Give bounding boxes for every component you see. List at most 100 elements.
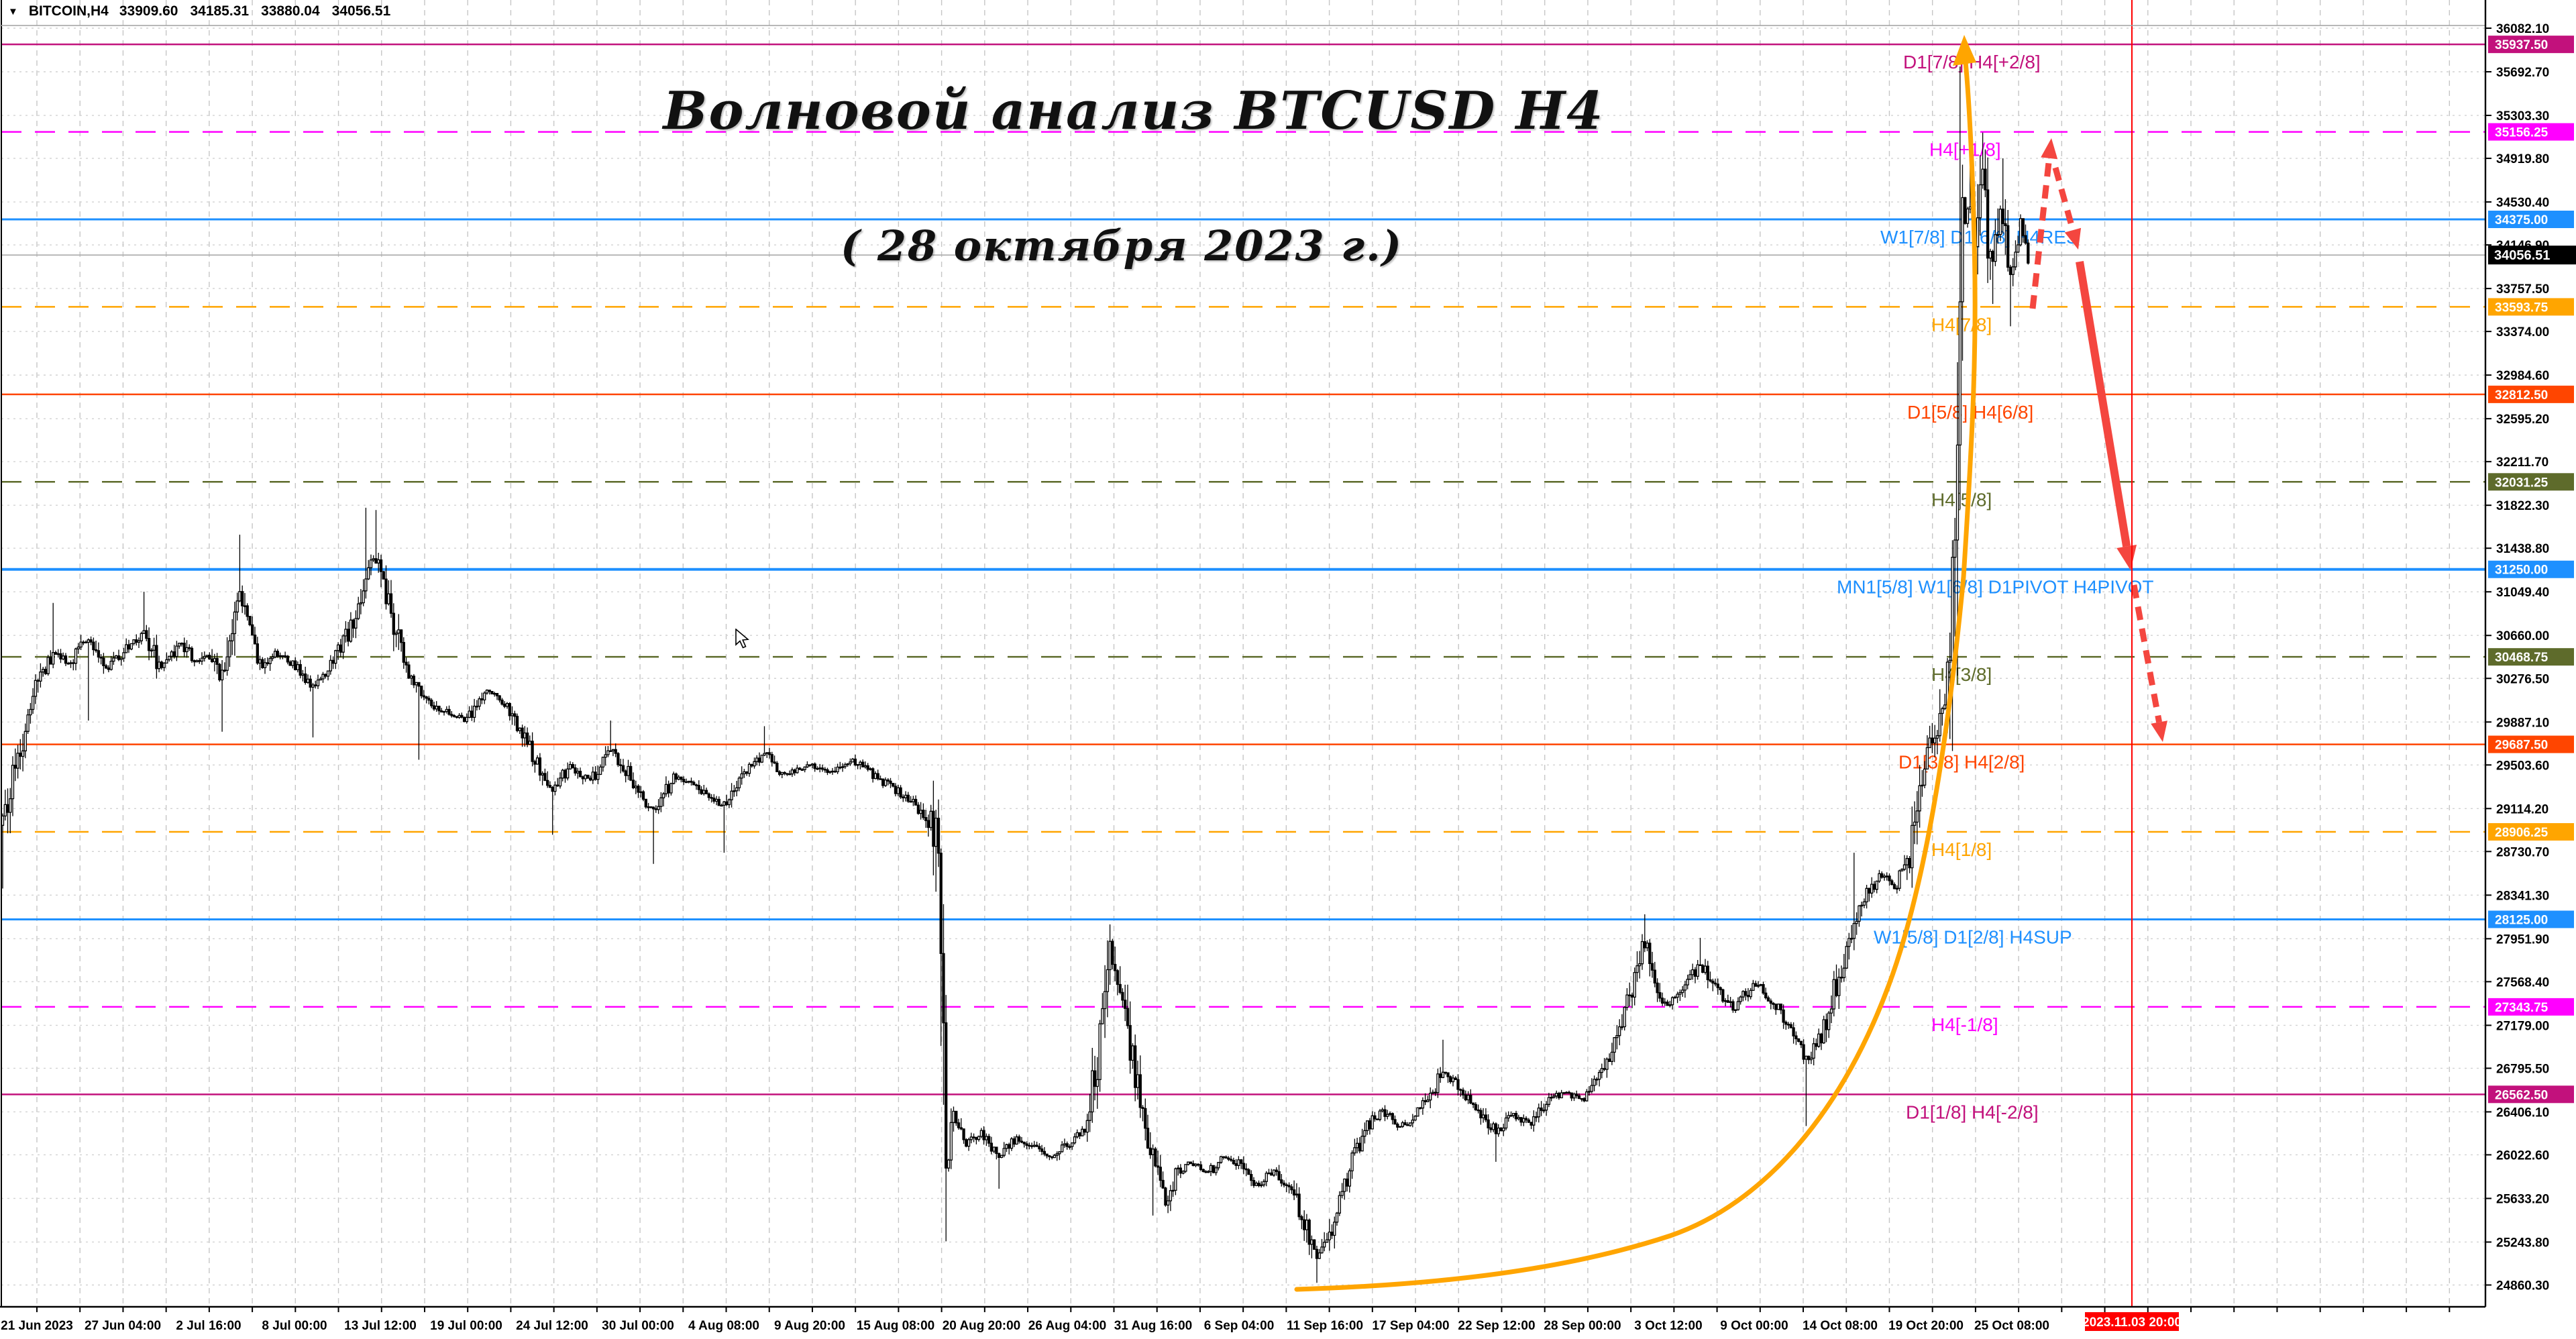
- symbol-dropdown-icon[interactable]: ▼: [8, 5, 18, 17]
- price-tick-label: 34919.80: [2496, 152, 2549, 166]
- parabola-arrowhead: [1953, 35, 1976, 66]
- price-tick-label: 34530.40: [2496, 196, 2549, 210]
- forecast-arrowhead: [2064, 227, 2082, 250]
- price-tick-label: 26022.60: [2496, 1148, 2549, 1163]
- price-tick-label: 33374.00: [2496, 325, 2549, 339]
- analysis-date-subtitle: ( 28 октября 2023 г.): [840, 221, 1403, 270]
- time-tick-label: 3 Oct 12:00: [1634, 1319, 1702, 1333]
- svg-text:27343.75: 27343.75: [2495, 1001, 2548, 1015]
- murrey-levels-layer: D1[7/8] H4[+2/8]H4[+1/8]W1[7/8] D1[6/8] …: [1, 43, 2485, 1122]
- svg-text:28125.00: 28125.00: [2495, 913, 2548, 927]
- bear-candle-bodies: [6, 168, 2030, 1259]
- price-tick-label: 32984.60: [2496, 369, 2549, 383]
- level-price-badge: [2488, 473, 2574, 491]
- grid-layer: [1, 0, 2485, 1307]
- svg-text:29687.50: 29687.50: [2495, 739, 2548, 753]
- price-tick-label: 27568.40: [2496, 975, 2549, 989]
- forecast-arrow: [2029, 158, 2053, 309]
- time-tick-label: 9 Aug 20:00: [774, 1319, 845, 1333]
- murrey-level-label: W1[7/8] D1[6/8] H4RES: [1880, 227, 2079, 248]
- price-tick-label: 33757.50: [2496, 282, 2549, 297]
- svg-text:2023.11.03 20:00: 2023.11.03 20:00: [2082, 1316, 2182, 1330]
- quote-high: 34185.31: [190, 3, 250, 19]
- murrey-level-label: H4[-1/8]: [1931, 1014, 1998, 1035]
- price-tick-label: 29503.60: [2496, 759, 2549, 773]
- price-tick-label: 28730.70: [2496, 845, 2549, 859]
- forecast-arrowhead: [2041, 138, 2058, 160]
- price-tick-label: 32595.20: [2496, 413, 2549, 427]
- time-tick-label: 17 Sep 04:00: [1372, 1319, 1449, 1333]
- price-tick-label: 26795.50: [2496, 1062, 2549, 1076]
- time-tick-label: 15 Aug 08:00: [857, 1319, 935, 1333]
- time-tick-label: 21 Jun 2023: [1, 1319, 73, 1333]
- svg-text:33593.75: 33593.75: [2495, 301, 2548, 315]
- level-price-badge: [2488, 298, 2574, 316]
- level-price-badge: [2488, 123, 2574, 141]
- quote-open: 33909.60: [119, 3, 178, 19]
- price-tick-label: 25633.20: [2496, 1192, 2549, 1206]
- price-tick-label: 25243.80: [2496, 1236, 2549, 1250]
- price-tick-label: 31822.30: [2496, 499, 2549, 513]
- price-tick-label: 29887.10: [2496, 716, 2549, 730]
- time-tick-label: 26 Aug 04:00: [1028, 1319, 1107, 1333]
- time-tick-label: 28 Sep 00:00: [1544, 1319, 1621, 1333]
- murrey-level-label: H4[+1/8]: [1929, 140, 2001, 160]
- price-tick-label: 28341.30: [2496, 889, 2549, 903]
- svg-text:30468.75: 30468.75: [2495, 651, 2548, 665]
- price-axis[interactable]: 36082.10 35692.70 35303.30 34919.80 34530.40…: [2485, 22, 2576, 1293]
- time-tick-label: 9 Oct 00:00: [1720, 1319, 1788, 1333]
- murrey-level-label: H4[3/8]: [1931, 664, 1992, 685]
- murrey-level-label: MN1[5/8] W1[6/8] D1PIVOT H4PIVOT: [1837, 577, 2154, 598]
- murrey-level-label: H4[7/8]: [1931, 314, 1992, 335]
- event-time-badge: [2085, 1312, 2179, 1331]
- level-price-badge: [2488, 211, 2574, 229]
- time-tick-label: 2 Jul 16:00: [176, 1319, 241, 1333]
- svg-text:31250.00: 31250.00: [2495, 564, 2548, 578]
- price-tick-label: 31049.40: [2496, 586, 2549, 600]
- svg-text:32812.50: 32812.50: [2495, 388, 2548, 403]
- time-tick-label: 22 Sep 12:00: [1458, 1319, 1535, 1333]
- forecast-arrow: [2076, 261, 2131, 547]
- price-tick-label: 35303.30: [2496, 109, 2549, 123]
- price-tick-label: 31438.80: [2496, 542, 2549, 556]
- svg-text:34375.00: 34375.00: [2495, 213, 2548, 227]
- parabolic-support-curve[interactable]: [1294, 35, 1978, 1292]
- analysis-title: Волновой анализ BTCUSD H4: [663, 81, 1605, 142]
- forecast-arrow: [2131, 584, 2163, 723]
- time-tick-label: 31 Aug 16:00: [1114, 1319, 1193, 1333]
- svg-text:32031.25: 32031.25: [2495, 476, 2548, 490]
- price-tick-label: 30660.00: [2496, 629, 2549, 643]
- price-tick-label: 26406.10: [2496, 1106, 2549, 1120]
- time-tick-label: 19 Jul 00:00: [430, 1319, 502, 1333]
- time-tick-label: 6 Sep 04:00: [1204, 1319, 1275, 1333]
- price-tick-label: 36082.10: [2496, 22, 2549, 36]
- quote-close: 34056.51: [331, 3, 391, 19]
- forecast-arrows[interactable]: [2029, 138, 2167, 742]
- level-price-badge: [2488, 910, 2574, 928]
- level-price-badge: [2488, 560, 2574, 578]
- level-price-badge: [2488, 735, 2574, 753]
- forecast-arrowhead: [2151, 720, 2167, 742]
- symbol-info-bar: ▼ BITCOIN,H4 33909.60 34185.31 33880.04 …: [8, 3, 390, 19]
- svg-text:28906.25: 28906.25: [2495, 826, 2548, 840]
- time-tick-label: 11 Sep 16:00: [1287, 1319, 1363, 1333]
- symbol-name: BITCOIN,H4: [28, 3, 109, 19]
- time-axis[interactable]: 21 Jun 2023 27 Jun 04:00 2 Jul 16:00 8 Jul …: [1, 1307, 2451, 1333]
- mouse-pointer-icon: [735, 629, 749, 649]
- time-tick-label: 20 Aug 20:00: [943, 1319, 1021, 1333]
- candles-layer: [1, 66, 2030, 1283]
- time-tick-label: 30 Jul 00:00: [602, 1319, 674, 1333]
- level-price-badge: [2488, 648, 2574, 666]
- price-tick-label: 27179.00: [2496, 1019, 2549, 1033]
- level-price-badge: [2488, 823, 2574, 841]
- time-tick-label: 8 Jul 00:00: [262, 1319, 327, 1333]
- murrey-level-label: H4[1/8]: [1931, 839, 1992, 860]
- time-tick-label: 27 Jun 04:00: [85, 1319, 161, 1333]
- level-price-badge: [2488, 998, 2574, 1016]
- time-tick-label: 24 Jul 12:00: [516, 1319, 588, 1333]
- svg-text:35937.50: 35937.50: [2495, 38, 2548, 52]
- level-price-badge: [2488, 1085, 2574, 1104]
- price-tick-label: 32211.70: [2496, 456, 2548, 470]
